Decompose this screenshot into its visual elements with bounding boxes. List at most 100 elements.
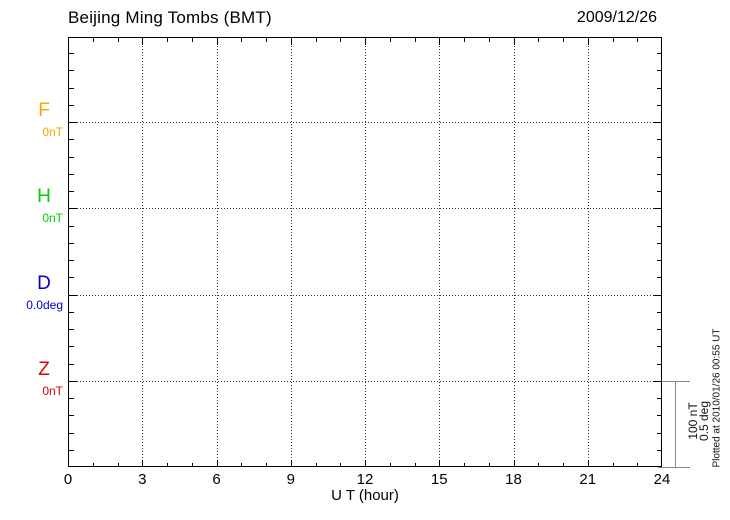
x-tick-label-6: 6	[212, 471, 221, 488]
x-tick-bottom	[365, 460, 366, 467]
x-axis-title: U T (hour)	[331, 487, 399, 504]
x-tick-label-18: 18	[505, 471, 522, 488]
series-baseline-value-H: 0nT	[42, 211, 63, 225]
x-tick-label-12: 12	[356, 471, 374, 488]
y-tick-right	[657, 364, 662, 365]
plotted-at-timestamp: Plotted at 2010/01/26 00:55 UT	[711, 328, 723, 468]
series-letter-D: D	[37, 273, 51, 294]
y-tick-left	[69, 295, 77, 296]
y-tick-left	[69, 88, 74, 89]
x-tick-bottom	[538, 463, 540, 467]
x-tick-bottom	[290, 460, 292, 467]
y-tick-right	[654, 122, 662, 123]
series-letter-F: F	[38, 100, 50, 121]
x-tick-top	[191, 38, 193, 42]
y-tick-left	[69, 450, 74, 451]
station-title: Beijing Ming Tombs (BMT)	[68, 8, 272, 27]
y-tick-left	[69, 277, 74, 278]
y-tick-left	[69, 312, 74, 313]
x-tick-bottom	[612, 463, 614, 467]
x-tick-top	[488, 38, 490, 42]
y-tick-left	[69, 346, 74, 347]
scale-bar-label-deg: 0.5 deg	[697, 400, 711, 442]
y-tick-left	[69, 433, 74, 434]
x-tick-bottom	[414, 463, 416, 467]
gridline-vertical-15	[439, 37, 441, 467]
baseline-Z	[68, 381, 662, 382]
x-tick-top	[142, 38, 144, 45]
gridline-vertical-12	[365, 37, 366, 467]
y-tick-left	[69, 415, 74, 416]
x-tick-top	[513, 38, 515, 45]
x-tick-label-15: 15	[430, 471, 448, 488]
x-tick-top	[290, 38, 292, 45]
x-tick-label-9: 9	[286, 471, 295, 488]
x-tick-bottom	[142, 460, 144, 467]
gridline-vertical-3	[142, 37, 144, 467]
y-tick-right	[657, 277, 662, 278]
date-label: 2009/12/26	[576, 9, 657, 26]
scale-bar-bottom-cap	[658, 467, 690, 468]
baseline-F	[68, 122, 662, 123]
y-tick-left	[69, 105, 74, 106]
y-tick-right	[657, 346, 662, 347]
x-tick-bottom	[216, 460, 218, 467]
y-tick-right	[654, 208, 662, 209]
x-tick-top	[241, 38, 243, 42]
series-baseline-value-F: 0nT	[42, 125, 63, 139]
y-tick-right	[657, 312, 662, 313]
x-tick-bottom	[92, 463, 94, 467]
y-tick-left	[69, 122, 77, 123]
y-tick-right	[657, 226, 662, 227]
y-tick-left	[69, 139, 74, 140]
x-tick-bottom	[315, 463, 317, 467]
series-letter-H: H	[37, 186, 51, 207]
y-tick-right	[657, 105, 662, 106]
x-tick-top	[612, 38, 614, 42]
x-tick-top	[414, 38, 416, 42]
y-tick-left	[69, 53, 74, 54]
scale-bar-top-cap	[662, 381, 690, 382]
series-letter-Z: Z	[38, 359, 50, 380]
y-tick-left	[69, 260, 74, 261]
y-tick-left	[69, 157, 74, 158]
y-tick-right	[657, 157, 662, 158]
x-tick-top	[637, 38, 639, 42]
y-tick-left	[69, 381, 77, 382]
y-tick-right	[657, 70, 662, 71]
x-tick-bottom	[266, 463, 267, 467]
series-baseline-value-D: 0.0deg	[26, 298, 63, 312]
x-tick-top	[587, 38, 589, 45]
series-baseline-value-Z: 0nT	[42, 384, 63, 398]
y-tick-right	[657, 260, 662, 261]
x-tick-top	[266, 38, 267, 42]
x-tick-bottom	[464, 463, 465, 467]
x-tick-top	[538, 38, 540, 42]
x-tick-top	[92, 38, 94, 42]
x-tick-bottom	[241, 463, 243, 467]
baseline-D	[68, 295, 662, 296]
x-tick-label-21: 21	[579, 471, 597, 488]
x-tick-top	[389, 38, 391, 42]
x-tick-bottom	[167, 463, 168, 467]
x-tick-top	[216, 38, 218, 45]
y-tick-right	[657, 88, 662, 89]
y-tick-left	[69, 174, 74, 175]
x-tick-bottom	[389, 463, 391, 467]
y-tick-right	[654, 295, 662, 296]
y-tick-right	[657, 450, 662, 451]
x-tick-top	[439, 38, 441, 45]
x-tick-bottom	[488, 463, 490, 467]
x-tick-top	[340, 38, 342, 42]
scale-bar-label: 100 nT 0.5 deg	[686, 400, 711, 442]
y-tick-right	[657, 53, 662, 54]
x-tick-bottom	[587, 460, 589, 467]
y-tick-left	[69, 191, 74, 192]
x-tick-top	[117, 38, 119, 42]
y-tick-right	[657, 139, 662, 140]
y-tick-left	[69, 226, 74, 227]
x-tick-label-0: 0	[63, 471, 73, 488]
y-tick-right	[657, 174, 662, 175]
x-tick-bottom	[637, 463, 639, 467]
